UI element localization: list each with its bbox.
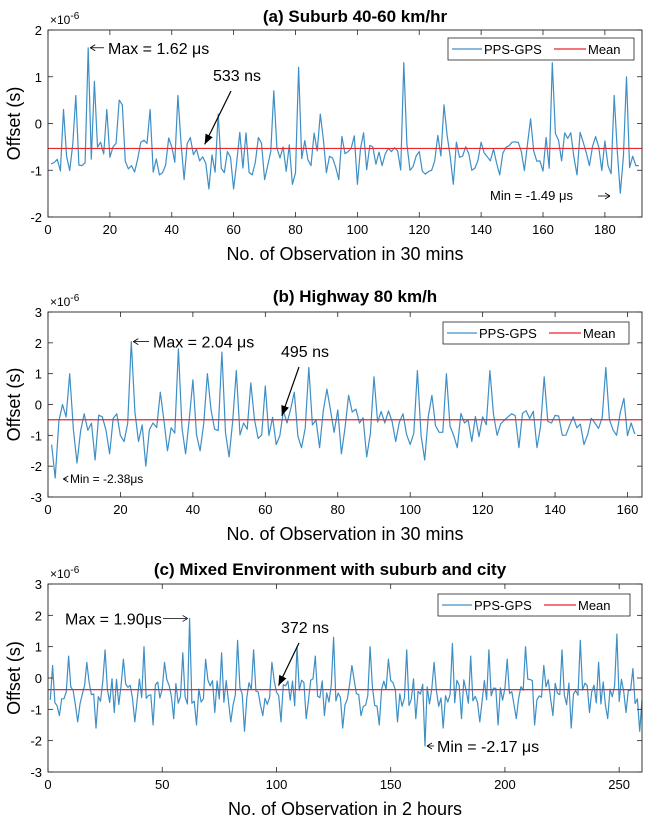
- x-tick-label: 150: [380, 777, 402, 792]
- min-annotation: Min = -2.38μs: [70, 472, 143, 486]
- y-tick-label: -1: [30, 702, 42, 717]
- x-tick-label: 140: [544, 502, 566, 517]
- x-tick-label: 160: [617, 502, 639, 517]
- mean-arrow-head: [278, 674, 287, 686]
- legend-box: [437, 593, 631, 617]
- legend-label-pps-gps: PPS-GPS: [474, 598, 532, 613]
- mean-annotation: 372 ns: [281, 620, 329, 637]
- min-pointer-head: [426, 742, 433, 750]
- axis-exponent-power: -6: [70, 11, 79, 22]
- y-tick-label: -2: [30, 459, 42, 474]
- x-axis-label: No. of Observation in 2 hours: [228, 799, 462, 819]
- max-pointer-head: [90, 44, 96, 52]
- chart-title: (a) Suburb 40-60 km/hr: [263, 7, 448, 26]
- min-annotation: Min = -1.49 μs: [490, 188, 573, 203]
- x-axis-label: No. of Observation in 30 mins: [226, 524, 463, 544]
- max-pointer-head: [182, 615, 188, 622]
- y-tick-label: 1: [35, 70, 42, 85]
- y-tick-label: -3: [30, 490, 42, 505]
- mean-annotation: 533 ns: [213, 68, 261, 85]
- min-annotation: Min = -2.17 μs: [437, 739, 539, 756]
- max-annotation: Max = 1.90μs: [65, 611, 162, 628]
- x-tick-label: 250: [608, 777, 630, 792]
- legend-label-pps-gps: PPS-GPS: [484, 42, 542, 57]
- plot-area: [48, 30, 642, 217]
- x-tick-label: 40: [186, 502, 200, 517]
- min-pointer-head: [604, 192, 611, 200]
- y-axis-label: Offset (s): [4, 641, 24, 715]
- y-tick-label: 1: [35, 367, 42, 382]
- legend-box: [447, 37, 635, 61]
- x-tick-label: 180: [594, 222, 616, 237]
- y-tick-label: 2: [35, 608, 42, 623]
- y-tick-label: 2: [35, 336, 42, 351]
- mean-annotation: 495 ns: [281, 344, 329, 361]
- y-tick-label: -1: [30, 163, 42, 178]
- panel-c: (c) Mixed Environment with suburb and ci…: [4, 560, 643, 819]
- y-axis-label: Offset (s): [4, 368, 24, 442]
- y-tick-label: 3: [35, 305, 42, 320]
- x-tick-label: 0: [44, 502, 51, 517]
- max-pointer-head: [133, 338, 139, 345]
- panel-b: (b) Highway 80 km/h 0 20 40 60 80 100 120 140 16…: [4, 287, 643, 544]
- chart-title: (b) Highway 80 km/h: [273, 287, 437, 306]
- x-tick-label: 100: [399, 502, 421, 517]
- x-tick-label: 0: [44, 777, 51, 792]
- x-tick-label: 100: [347, 222, 369, 237]
- y-tick-label: -2: [30, 210, 42, 225]
- x-tick-label: 60: [226, 222, 240, 237]
- x-tick-label: 140: [470, 222, 492, 237]
- x-tick-label: 100: [266, 777, 288, 792]
- series-line-pps-gps: [50, 47, 639, 194]
- legend-label-pps-gps: PPS-GPS: [479, 326, 537, 341]
- x-tick-label: 20: [103, 222, 117, 237]
- y-tick-label: 0: [35, 671, 42, 686]
- chart-title: (c) Mixed Environment with suburb and ci…: [154, 560, 507, 579]
- x-axis-label: No. of Observation in 30 mins: [226, 244, 463, 264]
- min-pointer-head: [63, 475, 69, 483]
- x-tick-label: 80: [288, 222, 302, 237]
- panel-a: (a) Suburb 40-60 km/hr 0 20 40 60 80 100 120 14…: [4, 7, 643, 264]
- max-annotation: Max = 1.62 μs: [108, 41, 209, 58]
- x-tick-label: 60: [258, 502, 272, 517]
- axis-exponent: ×10-6: [50, 293, 80, 309]
- x-tick-label: 0: [44, 222, 51, 237]
- y-tick-label: 2: [35, 23, 42, 38]
- legend-label-mean: Mean: [578, 598, 611, 613]
- axis-exponent: ×10-6: [50, 565, 80, 581]
- axis-exponent-power: -6: [70, 565, 79, 576]
- x-tick-label: 20: [113, 502, 127, 517]
- legend-box: [442, 321, 630, 345]
- max-annotation: Max = 2.04 μs: [153, 335, 254, 352]
- legend-label-mean: Mean: [588, 42, 621, 57]
- x-tick-label: 160: [532, 222, 554, 237]
- y-tick-label: -3: [30, 765, 42, 780]
- x-tick-label: 200: [494, 777, 516, 792]
- series-line-pps-gps: [51, 341, 636, 479]
- axis-exponent-power: -6: [70, 293, 79, 304]
- y-tick-label: 0: [35, 398, 42, 413]
- y-tick-label: 0: [35, 117, 42, 132]
- series-line-pps-gps: [49, 617, 643, 747]
- x-tick-label: 120: [408, 222, 430, 237]
- legend-label-mean: Mean: [583, 326, 616, 341]
- y-tick-label: -1: [30, 428, 42, 443]
- axis-exponent: ×10-6: [50, 11, 80, 27]
- x-tick-label: 40: [165, 222, 179, 237]
- y-tick-label: -2: [30, 734, 42, 749]
- y-tick-label: 3: [35, 577, 42, 592]
- x-tick-label: 80: [331, 502, 345, 517]
- mean-arrow-head: [281, 405, 289, 416]
- x-tick-label: 50: [155, 777, 169, 792]
- y-tick-label: 1: [35, 640, 42, 655]
- y-axis-label: Offset (s): [4, 87, 24, 161]
- x-tick-label: 120: [472, 502, 494, 517]
- mean-arrow-head: [204, 133, 213, 145]
